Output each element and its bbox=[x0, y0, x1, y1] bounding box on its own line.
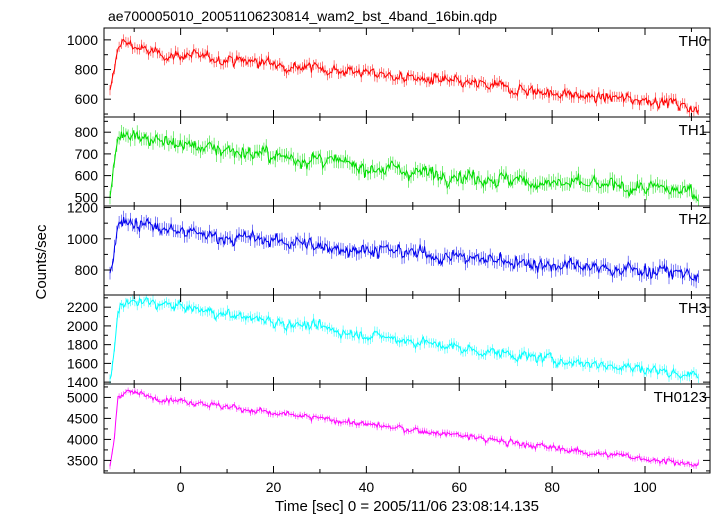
y-tick-label: 1600 bbox=[67, 355, 98, 371]
x-axis-label: Time [sec] 0 = 2005/11/06 23:08:14.135 bbox=[275, 498, 539, 515]
panel-th1: 500 600 700 800 TH1 bbox=[75, 116, 711, 207]
y-tick-label: 4500 bbox=[67, 410, 98, 426]
th1-error-bars bbox=[109, 125, 699, 206]
panel-label: TH2 bbox=[679, 211, 707, 228]
y-tick-label: 1000 bbox=[67, 231, 98, 247]
y-tick-label: 1000 bbox=[67, 32, 98, 48]
y-tick-label: 700 bbox=[75, 146, 99, 162]
x-tick-label: 20 bbox=[266, 479, 282, 495]
panel-th3: 1400 1600 1800 2000 2200 TH3 bbox=[67, 294, 711, 390]
panel-frame bbox=[103, 383, 711, 474]
th0-series-line bbox=[109, 38, 699, 115]
panel-th0: 600 800 1000 TH0 bbox=[67, 27, 711, 118]
x-tick-label: 0 bbox=[177, 479, 185, 495]
panel-label: TH1 bbox=[679, 122, 707, 139]
y-tick-label: 1200 bbox=[67, 200, 98, 216]
y-tick-label: 3500 bbox=[67, 452, 98, 468]
panel-frame bbox=[103, 27, 711, 118]
panel-label: TH0123 bbox=[654, 389, 707, 406]
panel-label: TH3 bbox=[679, 300, 707, 317]
y-tick-label: 4000 bbox=[67, 431, 98, 447]
x-tick-label: 100 bbox=[633, 479, 657, 495]
th0123-error-bars bbox=[109, 387, 699, 470]
th0123-series-line bbox=[109, 389, 699, 467]
y-tick-label: 600 bbox=[75, 91, 99, 107]
y-tick-label: 2000 bbox=[67, 318, 98, 334]
th1-series-line bbox=[109, 130, 699, 202]
panel-th0123: 3500 4000 4500 5000 TH0123 0 20 40 60 80 100 bbox=[67, 383, 711, 495]
th2-error-bars bbox=[109, 210, 699, 289]
y-tick-label: 1400 bbox=[67, 374, 98, 390]
y-axis-label: Counts/sec bbox=[33, 224, 50, 300]
th3-series-line bbox=[109, 296, 699, 380]
th3-error-bars bbox=[109, 295, 699, 384]
y-tick-label: 800 bbox=[75, 124, 99, 140]
chart-title: ae700005010_20051106230814_wam2_bst_4ban… bbox=[108, 8, 497, 24]
panel-frame bbox=[103, 116, 711, 207]
panel-th2: 800 1000 1200 TH2 bbox=[67, 200, 711, 296]
x-tick-label: 40 bbox=[359, 479, 375, 495]
y-tick-label: 5000 bbox=[67, 389, 98, 405]
panel-label: TH0 bbox=[679, 33, 707, 50]
y-tick-label: 500 bbox=[75, 189, 99, 205]
y-tick-label: 2200 bbox=[67, 299, 98, 315]
y-tick-label: 800 bbox=[75, 62, 99, 78]
y-tick-label: 800 bbox=[75, 262, 99, 278]
th2-series-line bbox=[109, 216, 699, 282]
x-tick-label: 80 bbox=[544, 479, 560, 495]
y-tick-label: 600 bbox=[75, 168, 99, 184]
x-tick-label: 60 bbox=[451, 479, 467, 495]
y-tick-label: 1800 bbox=[67, 337, 98, 353]
th0-error-bars bbox=[109, 34, 699, 117]
